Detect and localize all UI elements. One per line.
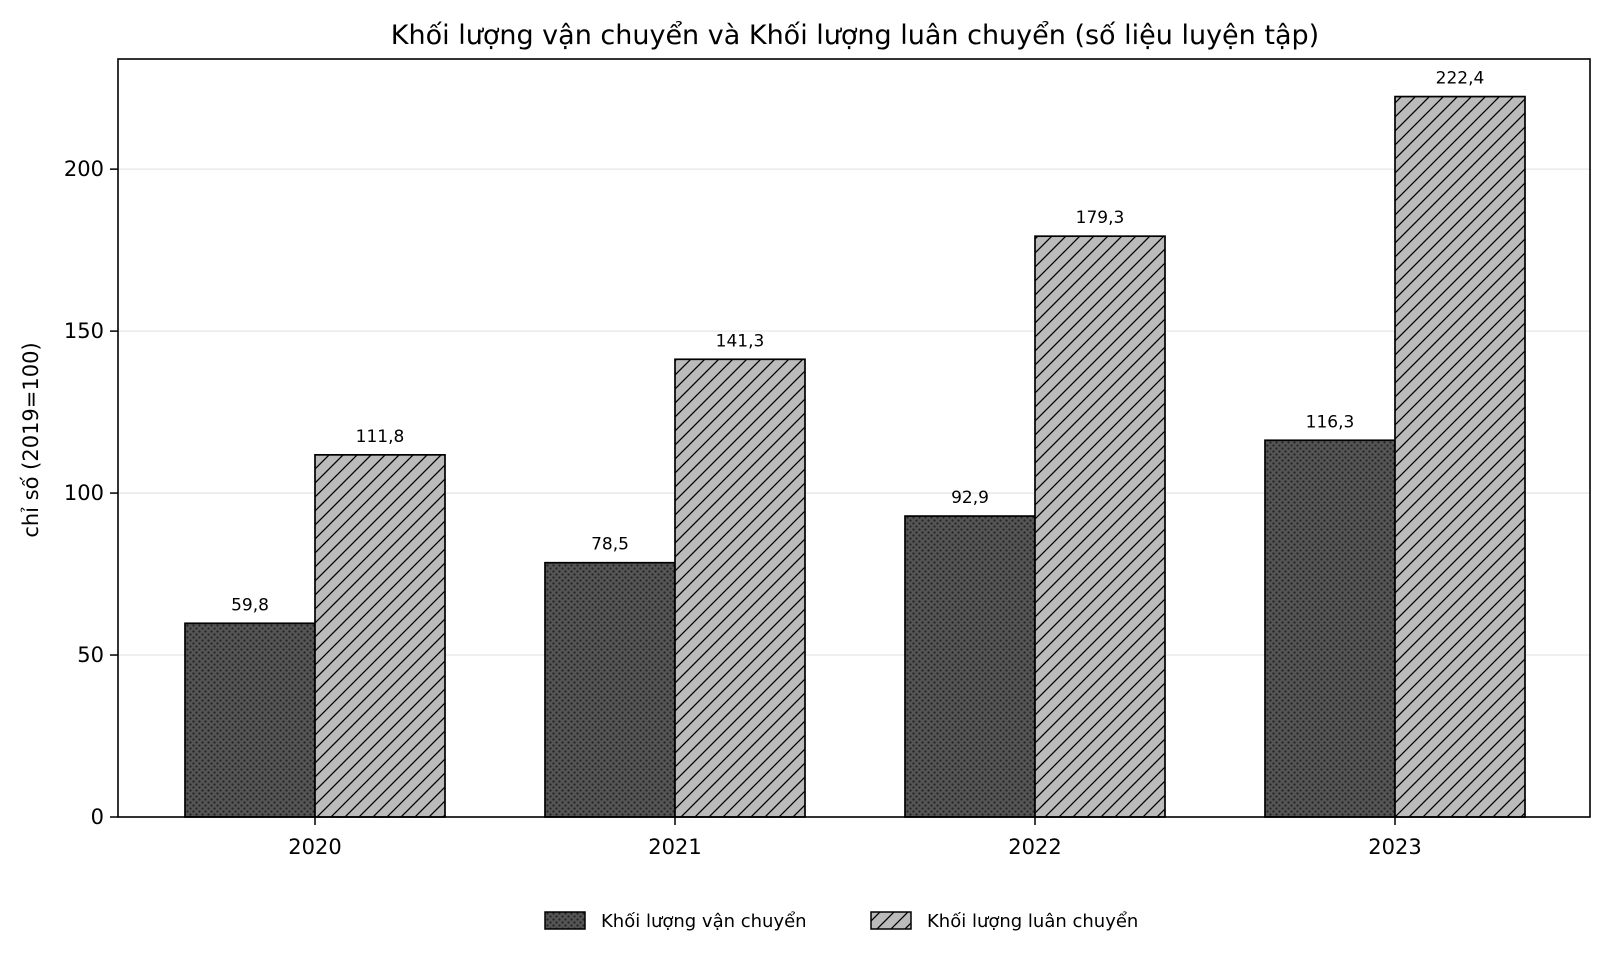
bar-luan-chuyen-2022: [1034, 235, 1166, 818]
bars-layer: [184, 95, 1526, 818]
bar-van-chuyen-2023: [1264, 439, 1396, 818]
bar-van-chuyen-2020: [184, 622, 316, 818]
x-tick-label-2022: 2022: [1008, 835, 1061, 859]
data-label-luan-chuyen-2023: 222,4: [1436, 69, 1485, 89]
y-tick-label-200: 200: [64, 157, 104, 181]
bar-van-chuyen-2021: [544, 561, 676, 818]
y-tick-label-100: 100: [64, 481, 104, 505]
plot-frame: [117, 58, 1591, 818]
data-label-luan-chuyen-2022: 179,3: [1076, 208, 1125, 228]
x-tick-label-2023: 2023: [1368, 835, 1421, 859]
y-tick-label-150: 150: [64, 319, 104, 343]
data-label-luan-chuyen-2021: 141,3: [716, 331, 765, 351]
y-tick-label-0: 0: [91, 805, 104, 829]
legend-swatch-khoi-luong-luan-chuyen: [870, 911, 912, 930]
data-label-van-chuyen-2023: 116,3: [1306, 412, 1355, 432]
data-label-luan-chuyen-2020: 111,8: [356, 427, 405, 447]
bar-luan-chuyen-2023: [1394, 95, 1526, 818]
legend-label-khoi-luong-luan-chuyen: Khối lượng luân chuyển: [927, 911, 1138, 932]
data-label-van-chuyen-2022: 92,9: [951, 488, 989, 508]
data-labels-layer: 59,8 78,5 92,9 116,3 111,8 141,3 179,3 222,4: [231, 69, 1484, 616]
data-label-van-chuyen-2021: 78,5: [591, 535, 629, 555]
x-axis-ticks: 2020 2021 2022 2023: [288, 817, 1422, 859]
bar-luan-chuyen-2020: [314, 453, 446, 818]
x-tick-label-2021: 2021: [648, 835, 701, 859]
legend-label-khoi-luong-van-chuyen: Khối lượng vận chuyển: [601, 911, 807, 932]
y-axis-ticks: 0 50 100 150 200: [64, 157, 118, 829]
chart-title: Khối lượng vận chuyển và Khối lượng luân…: [391, 20, 1319, 51]
bar-van-chuyen-2022: [904, 515, 1036, 818]
data-label-van-chuyen-2020: 59,8: [231, 595, 269, 615]
y-tick-label-50: 50: [77, 643, 104, 667]
legend-swatch-khoi-luong-van-chuyen: [544, 911, 586, 930]
x-tick-label-2020: 2020: [288, 835, 341, 859]
y-axis-label: chỉ số (2019=100): [19, 342, 43, 537]
legend: Khối lượng vận chuyển Khối lượng luân ch…: [544, 911, 1138, 932]
bar-luan-chuyen-2021: [674, 358, 806, 818]
